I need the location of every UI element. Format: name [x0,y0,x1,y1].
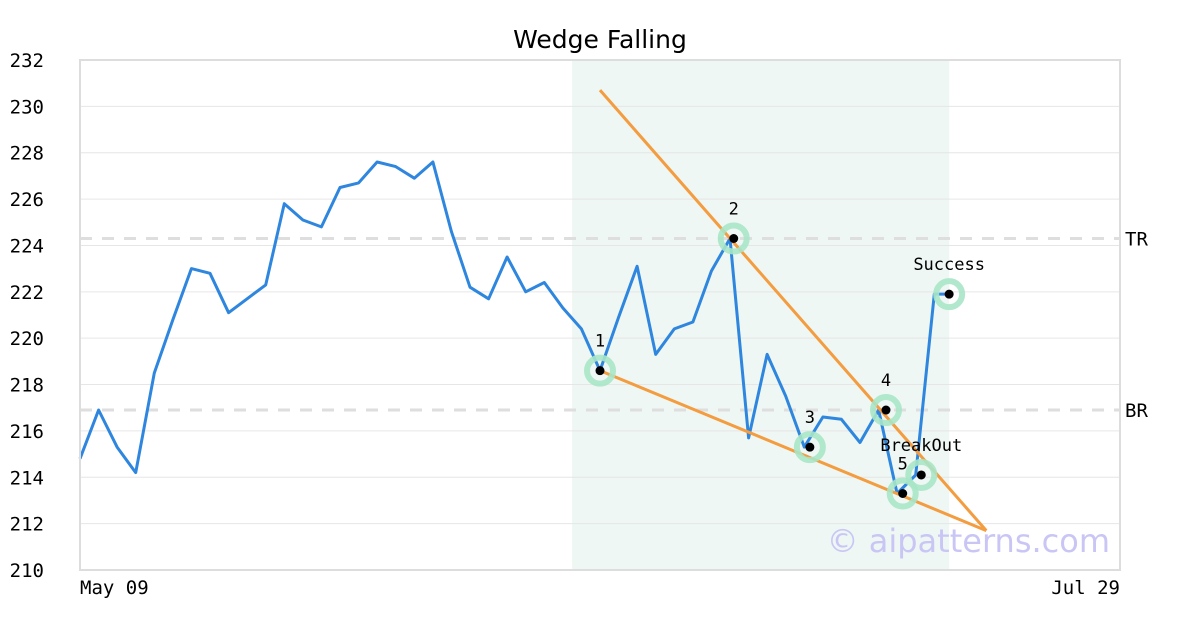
x-tick-label: May 09 [80,577,149,599]
marker-label: 1 [595,332,605,352]
marker-ring [584,354,616,387]
marker-label: 2 [729,200,739,220]
marker-ring [905,458,938,491]
marker-dot [729,234,739,243]
marker-label: 3 [805,408,815,428]
y-tick-label: 210 [10,560,44,582]
marker-label: 5 [898,455,908,475]
marker-dot [916,470,926,480]
trend-line [598,89,988,532]
y-tick-label: 212 [10,514,44,536]
marker-ring [793,431,826,464]
marker-label: Success [913,255,985,275]
y-tick-label: 220 [10,328,44,350]
y-axis: 210 212 214 216 218 220 222 224 226 228 230 232 [10,50,44,582]
marker-ring [886,477,919,510]
marker-ring [933,278,966,311]
plot-border [79,59,1121,571]
marker-dot [595,366,605,376]
marker-dot [805,442,815,452]
chart-title: Wedge Falling [513,25,687,54]
watermark: © aipatterns.com [827,522,1110,560]
trend-line [599,369,987,532]
marker-dot [881,405,891,415]
y-tick-label: 230 [10,96,44,118]
y-tick-label: 218 [10,375,44,397]
marker-dot [898,489,908,498]
price-line [78,160,953,495]
y-tick-label: 232 [10,50,44,72]
pattern-region [572,60,950,570]
marker-dot [944,289,954,299]
y-tick-label: 228 [10,143,44,165]
level-label: BR [1125,400,1148,422]
y-tick-label: 222 [10,282,44,304]
marker-label: BreakOut [880,436,962,456]
y-tick-label: 224 [10,235,44,257]
x-tick-label: Jul 29 [1051,577,1120,599]
level-label: TR [1125,229,1148,251]
marker-ring [717,222,750,255]
y-tick-label: 214 [10,467,44,489]
y-tick-label: 216 [10,421,44,443]
marker-ring [870,394,902,427]
marker-label: 4 [881,371,891,391]
trend-lines [598,89,988,532]
x-axis: May 09 Jul 29 [80,577,1120,599]
level-lines: TR BR [80,229,1148,422]
y-tick-label: 226 [10,189,44,211]
